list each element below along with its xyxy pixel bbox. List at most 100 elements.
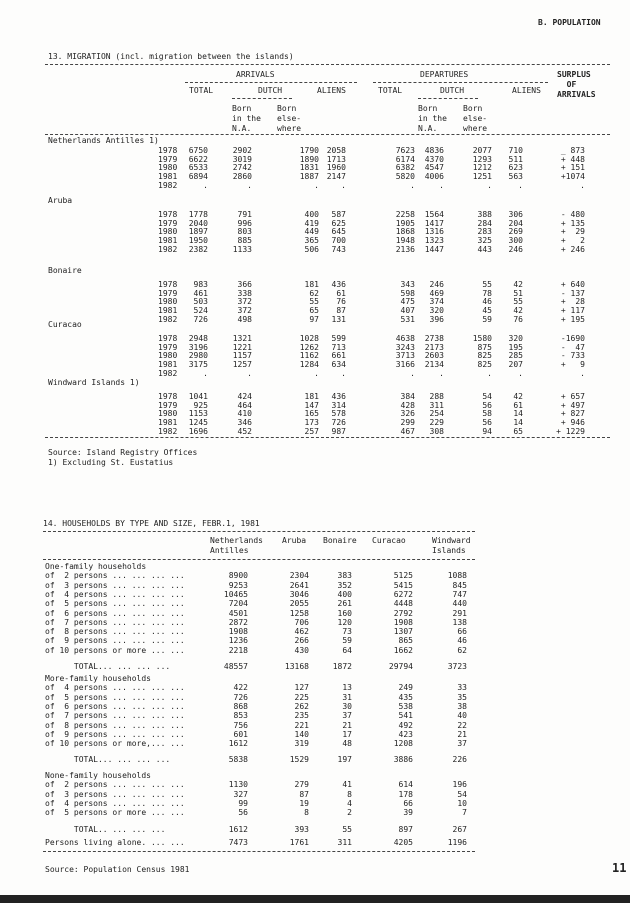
table-cell: 55 [482,280,492,289]
table-cell: 1960 [326,163,346,173]
group-label: Curacao [48,320,82,329]
table-cell: 428 [400,400,415,410]
table-cell: 46 [457,636,467,646]
column-header: Bonaire [323,536,357,545]
table-cell: 288 [429,392,444,401]
table-cell: 1153 [188,409,208,419]
table-cell: 8 [347,789,352,799]
table-cell: 35 [457,692,467,702]
table-cell: 343 [400,280,415,289]
table-cell: 62 [457,645,467,655]
divider [45,64,610,65]
table-cell: 45 [482,306,492,316]
total-cell: 1872 [332,662,352,671]
table-cell: 1982 [158,180,178,190]
table-cell: 38 [457,701,467,711]
table-cell: 1251 [472,172,492,182]
table-cell: 254 [429,409,444,419]
table-cell: 54 [482,392,492,401]
table-cell: 1321 [232,334,252,343]
divider [43,851,475,852]
row-label: of 3 persons ... ... ... ... [45,580,185,590]
table-cell: 65 [513,426,523,436]
total-cell: 3886 [393,755,413,765]
total-cell: 197 [337,755,352,765]
column-header: Netherlands Antilles [210,536,263,555]
table-cell: 1236 [228,636,248,646]
table-cell: 3196 [188,342,208,352]
table-cell: 599 [331,334,346,343]
table-cell: + 246 [560,244,585,254]
table-cell: 1979 [158,288,178,298]
table-cell: 3243 [395,342,415,352]
table-cell: 1981 [158,418,178,428]
table-cell: 352 [337,580,352,590]
table-cell: 6750 [188,146,208,155]
table-cell: 366 [237,280,252,289]
table-cell: + 497 [560,400,585,410]
table-cell: 756 [233,720,248,730]
table-cell: 6894 [188,172,208,182]
total-cell: 29794 [388,662,413,671]
table-cell: 76 [513,314,523,324]
table-cell: 138 [452,617,467,627]
table-cell: 469 [429,288,444,298]
table-cell: 2902 [232,146,252,155]
table-cell: 865 [398,636,413,646]
header-aliens-dep: ALIENS [512,86,541,95]
table-cell: 601 [233,729,248,739]
table-cell: 225 [294,692,309,702]
table-cell: 2603 [424,351,444,361]
table-cell: 140 [294,729,309,739]
table-cell: 4547 [424,163,444,173]
table-cell: 713 [331,342,346,352]
table-cell: 59 [482,314,492,324]
total-cell: 55 [342,824,352,834]
table-cell: 825 [477,351,492,361]
table13-footnote: 1) Excluding St. Eustatius [48,458,174,467]
table-cell: 983 [193,280,208,289]
total-label: TOTAL... ... ... ... [45,662,171,671]
table-cell: 40 [457,711,467,721]
table-cell: . [203,368,208,378]
row-label: of 4 persons ... ... ... ... [45,798,185,808]
table-cell: 14 [513,418,523,428]
table-cell: 1978 [158,392,178,401]
table-cell: 131 [331,314,346,324]
table-cell: 1950 [188,236,208,246]
table-cell: . [580,368,585,378]
group-label: Windward Islands 1) [48,378,140,387]
table-cell: 78 [482,288,492,298]
table-cell: 1981 [158,306,178,316]
table-cell: 319 [294,739,309,749]
table-cell: 327 [233,789,248,799]
table-cell: 372 [237,297,252,307]
group-label: Aruba [48,196,73,205]
table-cell: 1979 [158,342,178,352]
table-cell: 1028 [299,334,319,343]
total-cell: 1529 [289,755,309,765]
table-cell: 8900 [228,571,248,581]
table-cell: + 195 [560,314,585,324]
table-cell: 173 [304,418,319,428]
table-cell: 54 [457,789,467,799]
table-cell: 2738 [424,334,444,343]
table-cell: 10465 [223,589,248,599]
table-cell: 1133 [232,244,252,254]
table-cell: 449 [304,227,319,237]
table-cell: . [341,368,346,378]
table-cell: 2055 [289,599,309,609]
table-cell: 452 [237,426,252,436]
table-cell: 2742 [232,163,252,173]
total-cell: 1612 [228,824,248,834]
table-cell: 384 [400,392,415,401]
table-cell: 424 [237,392,252,401]
header-born-else: Born else- where [277,104,302,133]
table-cell: 747 [452,589,467,599]
header-born-else-dep: Born else- where [463,104,488,133]
table-cell: 1948 [395,236,415,246]
header-born-na: Born in the N.A. [232,104,261,133]
table-cell: 538 [398,701,413,711]
table-cell: . [487,368,492,378]
total-cell: 897 [398,824,413,834]
